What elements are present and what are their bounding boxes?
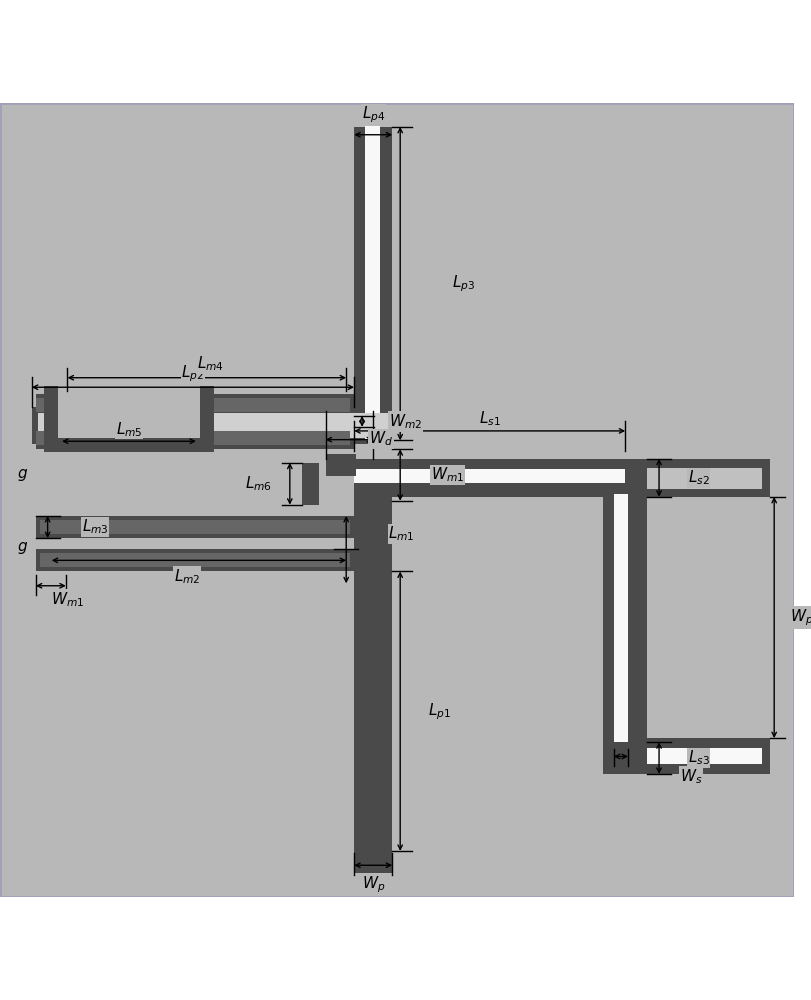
Bar bbox=[603, 459, 770, 497]
Bar bbox=[302, 463, 319, 505]
Bar bbox=[40, 553, 350, 567]
Bar bbox=[646, 468, 762, 489]
Text: $L_{p2}$: $L_{p2}$ bbox=[181, 363, 204, 384]
Text: $L_{s2}$: $L_{s2}$ bbox=[687, 468, 709, 487]
Bar bbox=[646, 748, 762, 764]
Bar bbox=[613, 494, 628, 742]
Bar bbox=[36, 549, 354, 571]
Text: $g$: $g$ bbox=[17, 540, 28, 556]
Text: $L_{s3}$: $L_{s3}$ bbox=[687, 749, 709, 767]
Text: $L_{m6}$: $L_{m6}$ bbox=[244, 474, 271, 493]
Text: $L_{s1}$: $L_{s1}$ bbox=[478, 410, 500, 428]
Text: $L_{m5}$: $L_{m5}$ bbox=[115, 420, 142, 439]
Bar bbox=[40, 520, 350, 534]
Text: $L_{m1}$: $L_{m1}$ bbox=[388, 524, 414, 543]
Text: $W_s$: $W_s$ bbox=[679, 767, 702, 786]
Bar bbox=[354, 127, 392, 440]
Text: $W_{m1}$: $W_{m1}$ bbox=[51, 590, 84, 609]
Text: $L_{p1}$: $L_{p1}$ bbox=[428, 701, 451, 722]
Bar bbox=[36, 394, 354, 416]
Text: $L_{p4}$: $L_{p4}$ bbox=[361, 105, 384, 125]
Bar bbox=[603, 459, 646, 774]
Bar bbox=[32, 407, 392, 444]
Bar bbox=[354, 459, 624, 497]
Bar bbox=[36, 398, 350, 412]
Text: $W_p$: $W_p$ bbox=[789, 607, 811, 628]
Bar bbox=[38, 413, 392, 438]
Bar bbox=[36, 431, 350, 445]
Text: $L_{p3}$: $L_{p3}$ bbox=[452, 273, 474, 294]
Text: $W_{m2}$: $W_{m2}$ bbox=[388, 412, 422, 431]
Bar bbox=[36, 427, 354, 449]
Text: $W_{m1}$: $W_{m1}$ bbox=[431, 466, 464, 484]
Bar bbox=[36, 516, 354, 538]
Bar bbox=[58, 386, 200, 438]
Text: $W_d$: $W_d$ bbox=[369, 430, 393, 448]
Bar bbox=[354, 469, 624, 483]
Text: $L_{m3}$: $L_{m3}$ bbox=[82, 518, 109, 536]
Text: $W_p$: $W_p$ bbox=[361, 875, 384, 895]
Bar bbox=[44, 386, 214, 452]
Bar bbox=[354, 847, 392, 873]
Text: $L_{m2}$: $L_{m2}$ bbox=[174, 567, 200, 586]
Bar bbox=[365, 119, 379, 440]
Bar bbox=[354, 459, 392, 851]
Bar bbox=[325, 454, 355, 476]
Text: $g$: $g$ bbox=[17, 467, 28, 483]
Bar bbox=[603, 738, 770, 774]
Text: $L_{m4}$: $L_{m4}$ bbox=[197, 354, 224, 373]
